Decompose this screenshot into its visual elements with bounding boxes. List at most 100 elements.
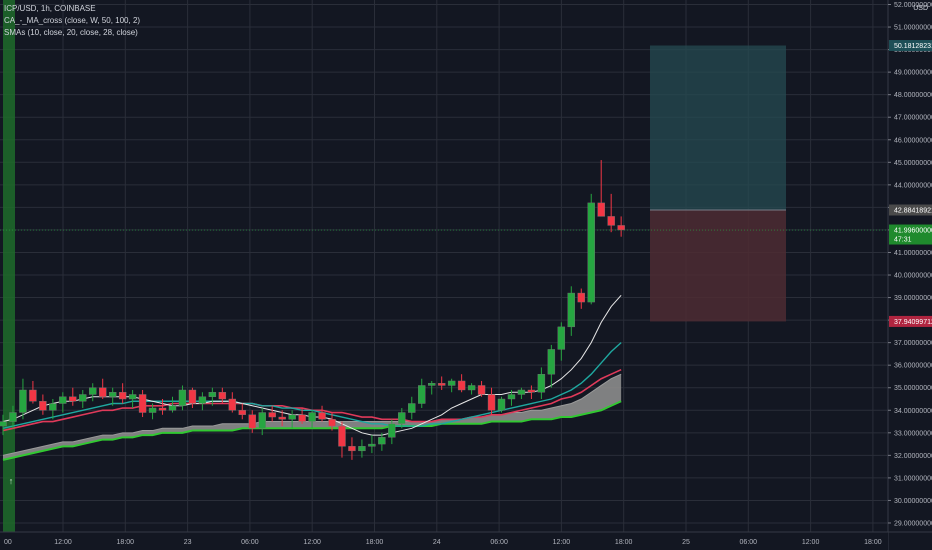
candle-body: [248, 414, 256, 429]
candle-body: [587, 202, 595, 303]
candle-body: [188, 389, 197, 404]
candle: [248, 410, 256, 433]
candle: [258, 408, 266, 436]
candle: [547, 344, 556, 388]
candle-body: [467, 385, 476, 391]
candle-body: [208, 392, 217, 397]
y-tick-label: 51.00000000: [894, 25, 932, 32]
candle: [208, 387, 217, 406]
candle: [338, 421, 346, 458]
candle: [477, 380, 486, 397]
candle: [368, 435, 376, 454]
y-tick-label: 35.00000000: [894, 385, 932, 392]
candle: [388, 419, 396, 445]
candle-body: [308, 412, 316, 422]
candle-body: [348, 446, 356, 452]
x-tick-label: 12:00: [303, 539, 321, 546]
y-tick-label: 34.00000000: [894, 408, 932, 415]
candle-body: [358, 446, 366, 452]
candle-body: [79, 394, 87, 402]
candle-body: [69, 396, 77, 402]
candle: [39, 394, 47, 415]
candle-body: [517, 389, 526, 395]
x-tick-label: 23: [184, 539, 192, 546]
target-zone: [650, 45, 786, 211]
candle-body: [118, 392, 127, 400]
x-tick-label: 06:00: [740, 539, 758, 546]
x-tick-label-partial: 00: [4, 539, 12, 546]
candle: [9, 405, 17, 429]
candle: [278, 410, 286, 427]
candle-body: [437, 383, 446, 386]
candle: [587, 193, 595, 305]
candle-body: [378, 437, 386, 445]
candle: [308, 410, 316, 429]
candle-body: [318, 412, 326, 420]
x-tick-label: 25: [682, 539, 690, 546]
time-axis-background: [0, 532, 888, 550]
price-label-target-text: 50.18128231: [894, 43, 932, 50]
price-label-stop: [889, 315, 932, 327]
candle-body: [547, 349, 556, 375]
y-tick-label: 45.00000000: [894, 160, 932, 167]
candle: [428, 380, 436, 395]
candle-body: [258, 412, 266, 429]
candle: [0, 414, 7, 436]
candle-body: [457, 380, 466, 391]
candle-body: [178, 389, 187, 406]
candle-body: [507, 394, 516, 400]
candle: [29, 380, 37, 404]
candle-body: [338, 425, 346, 447]
x-tick-label: 06:00: [490, 539, 508, 546]
indicator-ma-cross-label: CA_-_MA_cross (close, W, 50, 100, 2): [4, 16, 141, 25]
candle: [168, 396, 177, 413]
y-tick-label: 39.00000000: [894, 295, 932, 302]
signal-highlight-bar: [3, 0, 15, 532]
y-tick-label: 44.00000000: [894, 182, 932, 189]
candle-body: [617, 225, 625, 231]
candle: [318, 405, 326, 422]
candle: [378, 432, 386, 451]
candle: [418, 378, 426, 409]
candle-body: [328, 419, 336, 427]
candle: [89, 383, 97, 402]
candle: [527, 385, 536, 399]
candle-body: [418, 385, 426, 404]
y-tick-label: 48.00000000: [894, 92, 932, 99]
y-tick-label: 52.00000000: [894, 2, 932, 9]
candle: [597, 160, 605, 217]
signal-arrow-icon: ↑: [9, 476, 14, 486]
candle-body: [398, 412, 406, 424]
candle: [138, 389, 147, 418]
candle-body: [537, 374, 546, 393]
candle-body: [218, 392, 227, 400]
candle-body: [168, 405, 177, 411]
candle: [188, 387, 197, 409]
candle: [497, 396, 506, 413]
candle-body: [268, 412, 276, 418]
candle-body: [408, 403, 416, 413]
candle: [108, 387, 117, 406]
candle: [507, 389, 516, 406]
candle: [228, 392, 237, 413]
candle: [268, 405, 276, 422]
x-tick-label: 18:00: [864, 539, 882, 546]
y-tick-label: 29.00000000: [894, 520, 932, 527]
y-tick-label: 33.00000000: [894, 430, 932, 437]
candle-body: [577, 292, 585, 303]
price-axis-background: [888, 0, 932, 550]
candle-body: [228, 398, 237, 411]
candle: [288, 410, 296, 429]
candle-body: [108, 392, 117, 397]
candle: [348, 437, 356, 460]
candle: [607, 193, 615, 233]
candle-body: [487, 394, 496, 411]
y-tick-label: 40.00000000: [894, 273, 932, 280]
candle: [437, 376, 446, 390]
candle: [98, 378, 107, 399]
candle-body: [29, 389, 37, 402]
candle-body: [298, 414, 306, 422]
candle-body: [527, 389, 536, 393]
candle: [408, 396, 416, 420]
